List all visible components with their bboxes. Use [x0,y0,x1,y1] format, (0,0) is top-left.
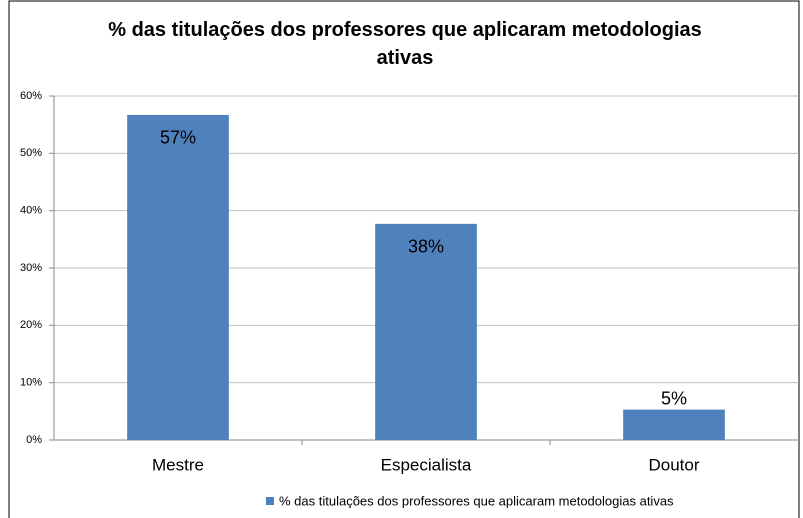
y-tick-label: 40% [20,205,42,217]
y-tick-label: 0% [26,434,42,446]
bar [375,223,477,440]
y-tick-label: 50% [20,147,42,159]
x-tick-label: Doutor [648,455,699,474]
y-tick-label: 20% [20,319,42,331]
bar [623,409,725,440]
data-label: 5% [661,388,687,408]
legend-label: % das titulações dos professores que apl… [279,493,674,508]
bar [127,114,229,441]
chart-title: % das titulações dos professores que apl… [108,19,702,69]
y-tick-label: 60% [20,90,42,102]
y-tick-label: 10% [20,377,42,389]
y-tick-label: 30% [20,262,42,274]
data-label: 57% [160,128,196,148]
x-tick-label: Mestre [152,455,204,474]
legend-swatch [266,497,274,505]
chart-border [8,0,800,518]
data-label: 38% [408,237,444,257]
x-tick-label: Especialista [381,455,472,474]
